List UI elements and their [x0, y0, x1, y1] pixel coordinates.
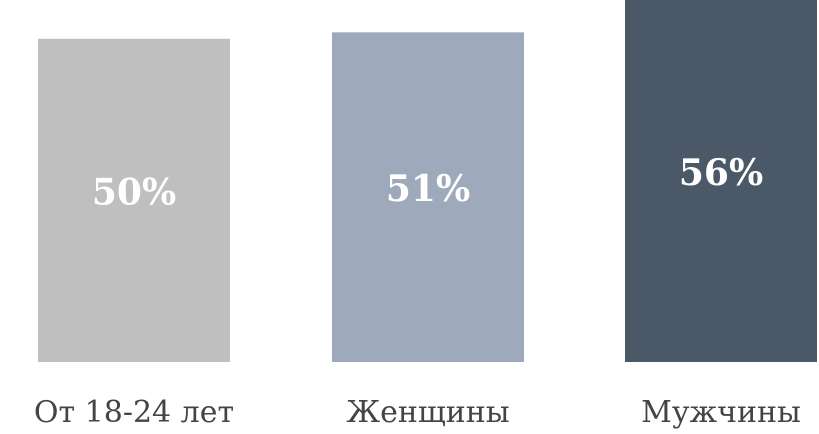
- category-label: Мужчины: [641, 395, 801, 430]
- bar: [625, 0, 817, 362]
- bar: [332, 32, 524, 362]
- bar: [38, 38, 230, 363]
- category-label: От 18-24 лет: [34, 395, 234, 430]
- value-label: 56%: [679, 152, 763, 194]
- category-label: Женщины: [346, 395, 509, 430]
- value-label: 50%: [92, 171, 176, 213]
- value-label: 51%: [386, 168, 470, 210]
